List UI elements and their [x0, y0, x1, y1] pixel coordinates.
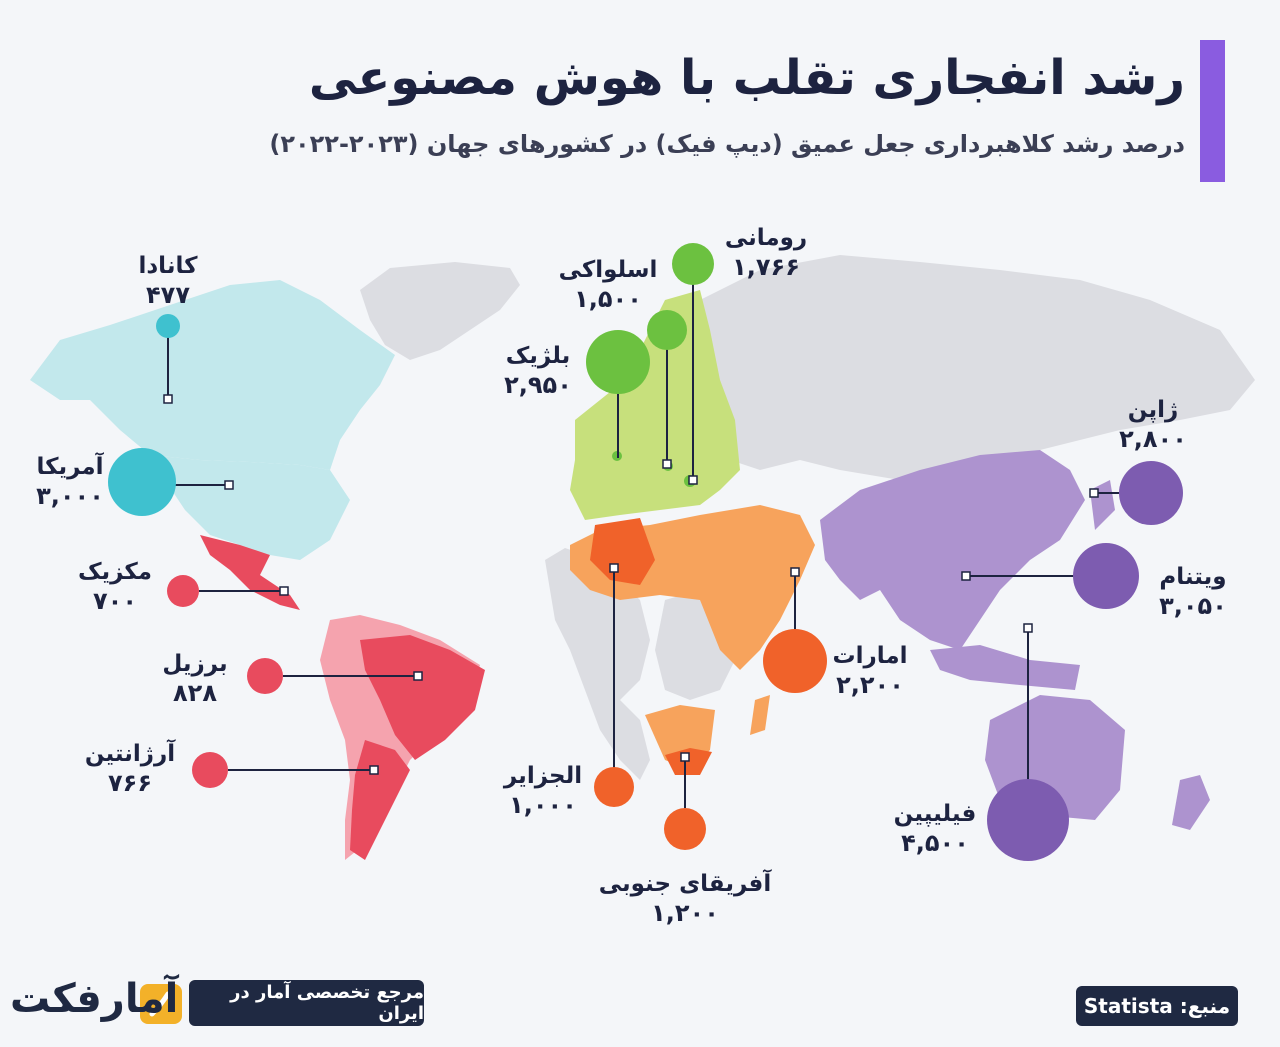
label-algeria: الجزایر ۱,۰۰۰ [503, 763, 583, 819]
label-uae: امارات ۲,۲۰۰ [832, 643, 908, 699]
label-usa: آمریکا ۳,۰۰۰ [36, 454, 104, 510]
region-brazil [360, 635, 485, 760]
logo-mark-icon [140, 984, 182, 1024]
bubble-argentina [192, 752, 228, 788]
bubble-usa [108, 448, 176, 516]
bubble-philippines [987, 779, 1069, 861]
bubble-belgium [586, 330, 650, 394]
label-romania: رومانی ۱,۷۶۶ [724, 225, 808, 281]
label-slovakia: اسلواکی ۱,۵۰۰ [558, 257, 658, 313]
source-badge: منبع: Statista [1076, 986, 1238, 1026]
bubble-algeria [594, 767, 634, 807]
bubble-brazil [247, 658, 283, 694]
title-accent-bar [1200, 40, 1225, 182]
page-subtitle: درصد رشد کلاهبرداری جعل عمیق (دیپ فیک) د… [269, 130, 1185, 158]
region-usa [150, 455, 350, 560]
bubble-slovakia [647, 310, 687, 350]
page-title: رشد انفجاری تقلب با هوش مصنوعی [308, 50, 1185, 106]
brand-logo: آمارفکت [10, 976, 179, 1022]
label-belgium: بلژیک ۲,۹۵۰ [504, 343, 572, 399]
label-brazil: برزیل ۸۲۸ [162, 651, 228, 707]
label-vietnam: ویتنام ۳,۰۵۰ [1159, 564, 1227, 620]
region-canada [30, 280, 395, 470]
neutral-land [360, 255, 1255, 780]
bubble-canada [156, 314, 180, 338]
region-algeria [590, 518, 655, 585]
bubble-japan [1119, 461, 1183, 525]
bubble-romania [672, 243, 714, 285]
label-mexico: مکزیک ۷۰۰ [77, 559, 153, 615]
bubble-vietnam [1073, 543, 1139, 609]
label-argentina: آرژانتین ۷۶۶ [84, 741, 176, 797]
label-south-africa: آفریقای جنوبی ۱,۲۰۰ [598, 871, 772, 927]
bubble-mexico [167, 575, 199, 607]
region-asia [820, 450, 1085, 650]
bubble-south-africa [664, 808, 706, 850]
region-europe [570, 290, 740, 520]
label-japan: ژاپن ۲,۸۰۰ [1119, 397, 1187, 453]
label-philippines: فیلیپین ۴,۵۰۰ [893, 801, 977, 857]
label-canada: کانادا ۴۷۷ [138, 253, 198, 309]
bubble-uae [763, 629, 827, 693]
tagline-badge: مرجع تخصصی آمار در ایران [189, 980, 424, 1026]
